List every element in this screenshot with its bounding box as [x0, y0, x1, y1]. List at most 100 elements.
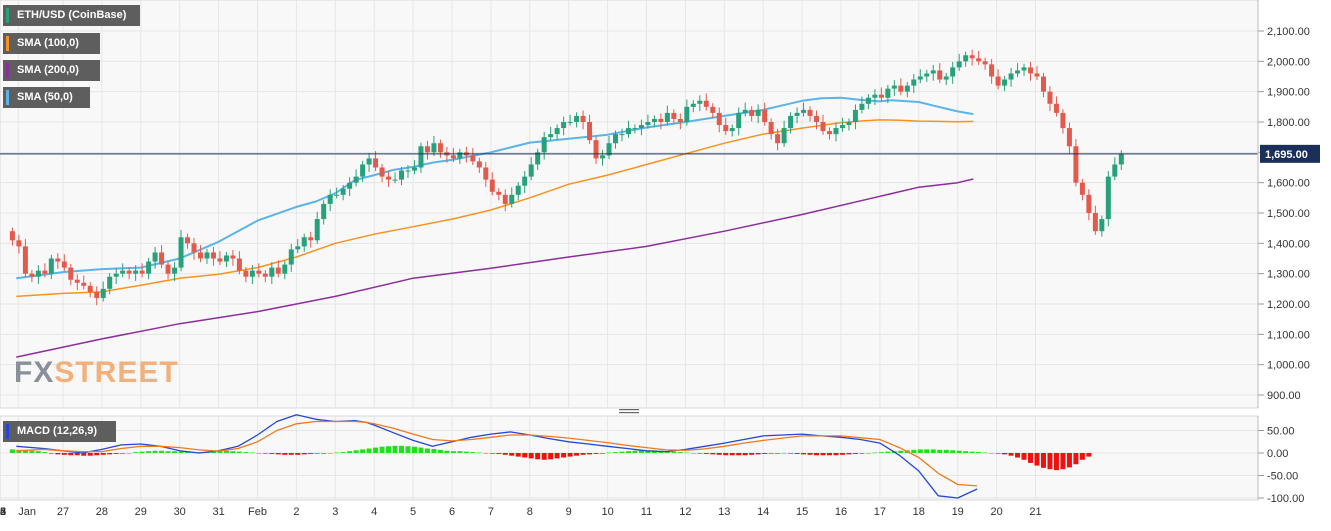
macd-hist-bar: [956, 450, 962, 453]
candle: [658, 113, 664, 130]
candle: [600, 149, 606, 166]
candle-body: [35, 270, 41, 277]
candle: [1112, 157, 1118, 181]
candle-body: [833, 128, 839, 135]
candle-body: [950, 67, 956, 77]
candle: [651, 115, 657, 128]
macd-hist-bar: [515, 453, 521, 457]
candle: [593, 136, 599, 164]
candle: [476, 157, 482, 173]
candle: [100, 281, 106, 302]
xtick-label: 10: [601, 506, 613, 518]
candle: [898, 78, 904, 96]
macd-hist-bar: [411, 446, 417, 453]
xtick-label: 22: [0, 506, 6, 518]
macd-hist-bar: [814, 453, 820, 456]
macd-hist-bar: [100, 453, 106, 455]
macd-hist-bar: [703, 453, 709, 454]
macd-hist-bar: [81, 453, 87, 456]
candle-body: [120, 270, 126, 274]
candle: [489, 172, 495, 196]
candle: [969, 49, 975, 66]
macd-hist-bar: [898, 450, 904, 453]
macd-hist-bar: [457, 451, 463, 453]
macd-hist-bar: [528, 453, 534, 459]
main-ytick-label: 1,600.00: [1267, 178, 1310, 190]
fxstreet-logo: FXSTREET: [14, 356, 179, 390]
legend-swatch-sma100: [6, 36, 9, 51]
candle-body: [587, 122, 593, 141]
macd-hist-bar: [911, 449, 917, 453]
candle: [256, 263, 262, 278]
macd-hist-bar: [535, 453, 541, 460]
candle: [937, 63, 943, 84]
candle: [74, 274, 80, 291]
macd-hist-bar: [489, 453, 495, 454]
candle-body: [437, 143, 443, 153]
candle-body: [859, 103, 865, 110]
macd-hist-bar: [541, 453, 547, 460]
macd-hist-bar: [723, 453, 729, 456]
macd-hist-bar: [450, 451, 456, 453]
legend-sma100[interactable]: SMA (100,0): [3, 33, 100, 54]
macd-hist-bar: [937, 449, 943, 453]
xtick-label: 3: [332, 506, 338, 518]
candle-body: [68, 267, 74, 280]
macd-hist-bar: [431, 448, 437, 453]
candle-body: [600, 155, 606, 159]
macd-hist-bar: [223, 450, 229, 453]
candle: [87, 282, 93, 298]
main-ytick-label: 2,000.00: [1267, 56, 1310, 68]
candle-body: [159, 252, 165, 265]
macd-hist-bar: [437, 449, 443, 453]
macd-hist-bar: [820, 453, 826, 456]
macd-hist-bar: [120, 453, 126, 454]
macd-hist-bar: [61, 453, 67, 455]
candle-body: [126, 270, 132, 274]
macd-hist-bar: [463, 451, 469, 453]
candle: [288, 243, 294, 272]
macd-hist-bar: [755, 453, 761, 455]
macd-hist-bar: [509, 453, 515, 456]
candle-body: [321, 203, 327, 220]
panel-resize-handle-2: [619, 412, 639, 414]
xtick-label: 16: [835, 506, 847, 518]
macd-hist-bar: [288, 453, 294, 455]
macd-hist-bar: [1079, 453, 1085, 460]
macd-hist-bar: [502, 453, 508, 455]
macd-hist-bar: [807, 453, 813, 455]
candle-body: [243, 270, 249, 277]
xtick-label: 18: [913, 506, 925, 518]
legend-ethusd[interactable]: ETH/USD (CoinBase): [3, 5, 140, 26]
candle: [904, 81, 910, 98]
candle-body: [334, 194, 340, 196]
candle-body: [476, 161, 482, 168]
candle-body: [405, 170, 411, 172]
macd-hist-bar: [1040, 453, 1046, 468]
macd-ytick-label: 50.00: [1267, 426, 1295, 438]
macd-hist-bar: [606, 452, 612, 454]
candle-body: [210, 252, 216, 259]
signal-line: [16, 420, 978, 487]
legend-sma50[interactable]: SMA (50,0): [3, 87, 90, 108]
candle: [522, 171, 528, 193]
logo-street: STREET: [54, 356, 179, 389]
candle-body: [963, 55, 969, 62]
macd-hist-bar: [976, 452, 982, 453]
candle-body: [775, 134, 781, 144]
macd-hist-bar: [567, 453, 573, 457]
macd-hist-bar: [269, 453, 275, 454]
macd-hist-bar: [587, 453, 593, 455]
macd-hist-bar: [1015, 453, 1021, 458]
legend-sma200[interactable]: SMA (200,0): [3, 60, 100, 81]
candle-body: [911, 79, 917, 86]
candle: [567, 114, 573, 126]
macd-hist-bar: [1008, 453, 1014, 456]
xtick-label: 15: [796, 506, 808, 518]
macd-hist-bar: [68, 453, 74, 456]
legend-macd[interactable]: MACD (12,26,9): [3, 421, 116, 442]
candle: [48, 254, 54, 280]
candle-body: [658, 118, 664, 122]
candle-body: [872, 94, 878, 98]
macd-hist-bar: [846, 453, 852, 455]
